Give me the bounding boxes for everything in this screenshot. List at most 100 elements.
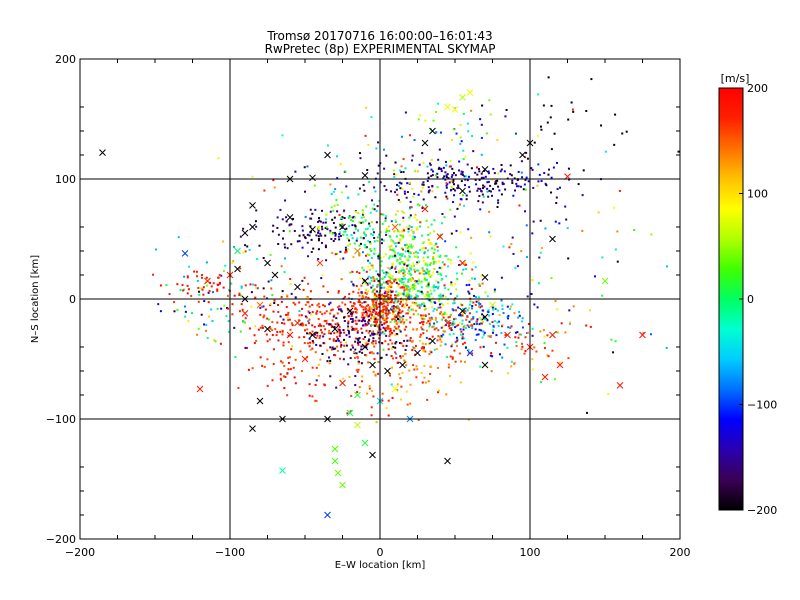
scatter-dot xyxy=(403,192,406,195)
scatter-dot xyxy=(383,286,386,289)
scatter-dot xyxy=(348,293,351,296)
scatter-dot xyxy=(380,321,383,324)
scatter-dot xyxy=(365,329,368,332)
scatter-dot xyxy=(581,194,584,197)
scatter-dot xyxy=(360,291,363,294)
scatter-dot xyxy=(555,330,558,333)
scatter-dot xyxy=(220,307,223,310)
scatter-dot xyxy=(419,281,422,284)
scatter-cross xyxy=(639,331,646,339)
scatter-dot xyxy=(258,244,261,247)
scatter-dot xyxy=(435,327,438,330)
scatter-dot xyxy=(385,188,388,191)
scatter-dot xyxy=(362,183,365,186)
scatter-dot xyxy=(492,331,495,334)
scatter-dot xyxy=(394,314,397,317)
scatter-dot xyxy=(540,246,543,249)
scatter-dot xyxy=(336,252,339,255)
scatter-dot xyxy=(555,196,558,199)
x-tick-label: 100 xyxy=(520,546,541,559)
scatter-dot xyxy=(480,329,483,332)
scatter-dot xyxy=(481,193,484,196)
scatter-dot xyxy=(400,247,403,250)
scatter-dot xyxy=(454,297,457,300)
scatter-dot xyxy=(422,328,425,331)
scatter-cross xyxy=(421,139,429,147)
scatter-dot xyxy=(396,210,399,213)
scatter-dot xyxy=(462,333,465,336)
scatter-dot xyxy=(363,233,366,236)
x-tick-label: 200 xyxy=(670,546,691,559)
scatter-dot xyxy=(202,286,205,289)
scatter-dot xyxy=(321,274,324,277)
scatter-dot xyxy=(370,257,373,260)
scatter-dot xyxy=(337,324,340,327)
scatter-dot xyxy=(568,309,571,312)
scatter-dot xyxy=(390,239,393,242)
scatter-cross xyxy=(234,247,241,255)
scatter-dot xyxy=(358,299,361,302)
scatter-dot xyxy=(476,318,479,321)
scatter-dot xyxy=(501,304,504,307)
scatter-dot xyxy=(373,310,376,313)
scatter-dot xyxy=(382,302,385,305)
scatter-dot xyxy=(455,309,458,312)
scatter-dot xyxy=(477,333,480,336)
scatter-dot xyxy=(321,331,324,334)
scatter-dot xyxy=(458,352,461,355)
scatter-dot xyxy=(355,285,358,288)
scatter-dot xyxy=(394,299,397,302)
scatter-dot xyxy=(421,152,424,155)
scatter-dot xyxy=(400,320,403,323)
scatter-dot xyxy=(621,132,624,135)
scatter-dot xyxy=(207,291,210,294)
scatter-dot xyxy=(517,316,520,319)
scatter-dot xyxy=(409,206,412,209)
scatter-dot xyxy=(520,160,523,163)
scatter-dot xyxy=(436,186,439,189)
scatter-dot xyxy=(450,138,453,141)
scatter-dot xyxy=(308,394,311,397)
scatter-dot xyxy=(410,308,413,311)
scatter-dot xyxy=(347,216,350,219)
scatter-dot xyxy=(261,364,264,367)
scatter-dot xyxy=(272,179,275,182)
scatter-dot xyxy=(433,230,436,233)
scatter-dot xyxy=(364,219,367,222)
scatter-dot xyxy=(387,311,390,314)
scatter-dot xyxy=(359,157,362,160)
scatter-dot xyxy=(455,272,458,275)
scatter-dot xyxy=(482,345,485,348)
scatter-dot xyxy=(487,180,490,183)
scatter-dot xyxy=(355,316,358,319)
scatter-dot xyxy=(398,253,401,256)
scatter-dot xyxy=(347,322,350,325)
scatter-dot xyxy=(416,296,419,299)
scatter-dot xyxy=(344,246,347,249)
scatter-dot xyxy=(431,170,434,173)
scatter-dot xyxy=(400,316,403,319)
scatter-cross xyxy=(549,235,556,243)
scatter-dot xyxy=(446,302,449,305)
scatter-dot xyxy=(433,307,436,310)
scatter-dot xyxy=(397,307,400,310)
scatter-dot xyxy=(565,218,568,221)
scatter-dot xyxy=(405,243,408,246)
scatter-dot xyxy=(314,208,317,211)
scatter-dot xyxy=(386,301,389,304)
scatter-dot xyxy=(379,256,382,259)
scatter-dot xyxy=(423,376,426,379)
scatter-dot xyxy=(308,332,311,335)
scatter-dot xyxy=(206,336,209,339)
scatter-dot xyxy=(475,183,478,186)
scatter-dot xyxy=(387,343,390,346)
scatter-dot xyxy=(552,166,555,169)
scatter-cross xyxy=(481,313,489,321)
scatter-dot xyxy=(416,256,419,259)
scatter-dot xyxy=(381,342,384,345)
scatter-dot xyxy=(507,314,510,317)
scatter-dot xyxy=(325,319,328,322)
scatter-dot xyxy=(439,312,442,315)
scatter-dot xyxy=(408,182,411,185)
scatter-dot xyxy=(430,174,433,177)
